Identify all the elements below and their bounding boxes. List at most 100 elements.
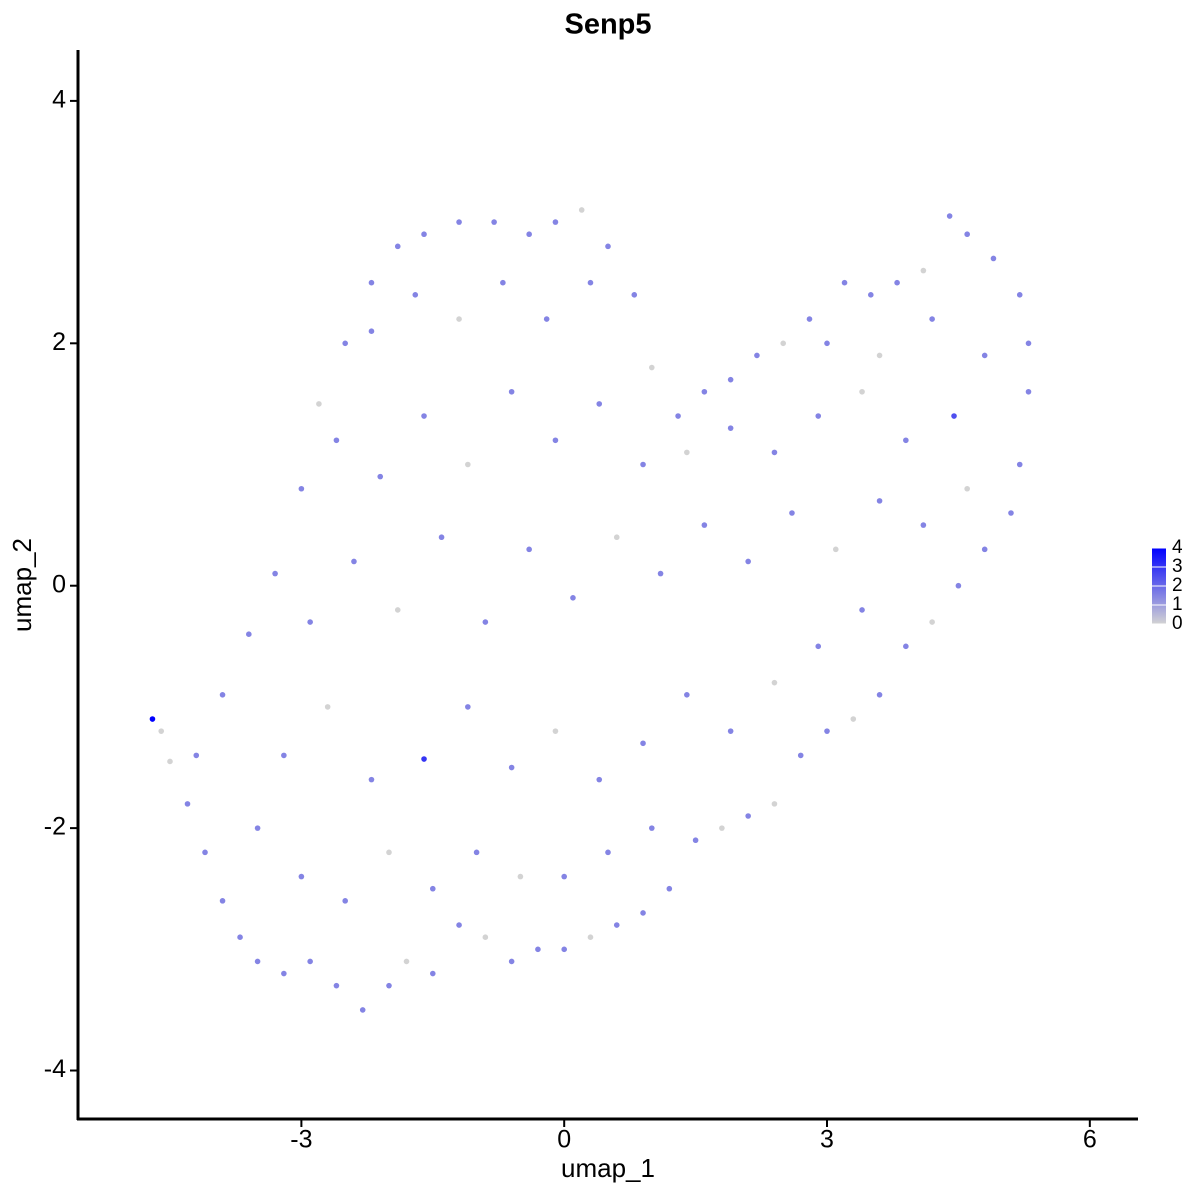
point bbox=[578, 207, 585, 213]
point bbox=[745, 558, 751, 565]
point bbox=[246, 631, 252, 637]
point bbox=[526, 231, 532, 238]
point bbox=[272, 570, 278, 577]
point bbox=[508, 958, 515, 965]
point bbox=[824, 728, 830, 734]
point bbox=[701, 522, 708, 528]
x-tick-label: 6 bbox=[1083, 1126, 1097, 1154]
point bbox=[771, 449, 778, 456]
point bbox=[508, 388, 515, 395]
point bbox=[815, 643, 822, 650]
point bbox=[929, 316, 935, 322]
point bbox=[219, 691, 226, 698]
point bbox=[333, 437, 340, 444]
point bbox=[613, 922, 620, 928]
point bbox=[465, 704, 471, 710]
y-tick-label: 4 bbox=[52, 86, 66, 114]
x-tick-label: -3 bbox=[290, 1126, 312, 1154]
point bbox=[254, 958, 261, 965]
point bbox=[1016, 292, 1023, 298]
point bbox=[167, 758, 173, 765]
point bbox=[631, 292, 638, 298]
point bbox=[1016, 461, 1023, 468]
point bbox=[859, 388, 865, 395]
point bbox=[727, 425, 734, 431]
point bbox=[990, 255, 997, 262]
point bbox=[219, 898, 226, 904]
point bbox=[500, 279, 506, 286]
point bbox=[640, 740, 646, 747]
point bbox=[456, 316, 462, 322]
point bbox=[596, 776, 603, 783]
point bbox=[342, 898, 348, 904]
point bbox=[920, 267, 927, 274]
point bbox=[587, 934, 594, 940]
point bbox=[605, 243, 611, 250]
point bbox=[771, 679, 778, 686]
point bbox=[149, 716, 156, 722]
point bbox=[482, 619, 489, 625]
point bbox=[727, 728, 734, 734]
point bbox=[456, 219, 462, 225]
point bbox=[832, 546, 839, 553]
point bbox=[815, 413, 822, 419]
point bbox=[903, 643, 909, 650]
point bbox=[868, 292, 874, 298]
point bbox=[386, 849, 392, 856]
point bbox=[403, 958, 410, 965]
point bbox=[193, 752, 200, 759]
point bbox=[964, 485, 970, 492]
point bbox=[894, 279, 900, 286]
point bbox=[438, 534, 445, 541]
point bbox=[727, 376, 734, 383]
colorbar-label: 4 bbox=[1172, 537, 1183, 558]
point bbox=[473, 849, 480, 856]
point bbox=[429, 970, 436, 977]
point bbox=[587, 279, 594, 286]
point bbox=[158, 728, 165, 734]
point bbox=[298, 485, 305, 492]
point bbox=[307, 958, 313, 965]
point bbox=[649, 364, 655, 371]
chart-title: Senp5 bbox=[564, 9, 651, 41]
point bbox=[920, 522, 927, 528]
colorbar-label: 3 bbox=[1172, 556, 1183, 577]
point bbox=[368, 279, 375, 286]
point bbox=[605, 849, 611, 856]
point bbox=[535, 946, 541, 953]
colorbar-label: 1 bbox=[1172, 594, 1183, 615]
point bbox=[754, 352, 760, 359]
point bbox=[789, 510, 795, 516]
x-tick-label: 3 bbox=[820, 1126, 834, 1154]
point bbox=[351, 558, 357, 565]
point bbox=[316, 401, 322, 407]
point bbox=[561, 946, 567, 953]
colorbar-label: 2 bbox=[1172, 575, 1183, 596]
point bbox=[368, 328, 375, 334]
point bbox=[456, 922, 462, 928]
point bbox=[281, 970, 287, 977]
y-tick-label: -2 bbox=[44, 813, 66, 841]
point bbox=[876, 498, 883, 504]
point bbox=[394, 607, 401, 613]
point bbox=[421, 231, 427, 238]
point bbox=[876, 352, 883, 359]
point bbox=[1008, 510, 1014, 516]
point bbox=[824, 340, 830, 347]
point bbox=[202, 849, 208, 856]
point bbox=[657, 570, 664, 577]
point bbox=[517, 873, 524, 880]
point bbox=[859, 607, 865, 613]
point bbox=[981, 546, 988, 553]
point bbox=[640, 461, 646, 468]
point bbox=[780, 340, 787, 347]
point bbox=[701, 388, 708, 395]
point bbox=[719, 825, 725, 831]
y-tick-label: -4 bbox=[44, 1055, 66, 1083]
point bbox=[482, 934, 489, 940]
point bbox=[465, 461, 471, 468]
point bbox=[421, 756, 427, 762]
point bbox=[377, 473, 384, 480]
point bbox=[298, 873, 305, 880]
